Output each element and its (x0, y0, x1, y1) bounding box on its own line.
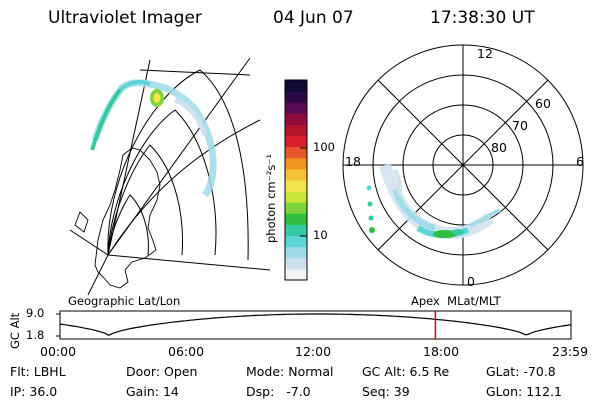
longitude-line (139, 69, 251, 76)
longitude-line (107, 59, 151, 256)
x-tick-label: 00:00 (40, 344, 77, 359)
observation-time: 17:38:30 UT (430, 8, 535, 28)
x-tick-label: 06:00 (168, 344, 205, 359)
x-tick-label: 18:00 (423, 344, 460, 359)
latitude-arc (107, 109, 217, 256)
colorbar-swatch (285, 102, 307, 114)
colorbar-swatch (285, 135, 307, 148)
mlt-label-midnight: 0 (467, 274, 475, 289)
status-mode: Mode: Normal (246, 364, 334, 379)
mlat-label: 60 (535, 96, 551, 111)
colorbar-swatch (285, 268, 307, 281)
coastline (94, 147, 161, 289)
y-tick-label: 1.8 (26, 328, 45, 342)
colorbar-swatch (285, 257, 307, 270)
colorbar-swatch (285, 235, 307, 248)
mlt-label-dawn: 6 (576, 154, 584, 169)
latitude-arc (107, 144, 183, 256)
colorbar-tick-label: 10 (313, 228, 328, 242)
colorbar-swatch (285, 91, 307, 103)
colorbar-swatch (285, 213, 307, 225)
colorbar-swatch (285, 202, 307, 214)
mlt-meridian (377, 79, 549, 251)
colorbar-frame (284, 79, 308, 281)
x-tick-label: 23:59 (552, 344, 589, 359)
status-dsp: Dsp: -7.0 (246, 384, 311, 399)
colorbar-swatch (285, 246, 307, 259)
coastline (74, 211, 89, 233)
auroral-emission-left (90, 79, 217, 198)
auroral-emission-right (366, 163, 501, 239)
longitude-line (69, 229, 109, 256)
mlat-label: 80 (491, 140, 507, 155)
colorbar-swatch (285, 113, 307, 125)
altitude-curve (59, 313, 572, 336)
mlat-label: 70 (512, 118, 528, 133)
instrument-title: Ultraviolet Imager (48, 8, 202, 28)
longitude-line (107, 57, 251, 256)
status-glat: GLat: -70.8 (486, 364, 556, 379)
colorbar-tick-label: 100 (313, 140, 335, 154)
mlt-label-noon: 12 (477, 46, 493, 61)
colorbar-swatch (285, 168, 307, 181)
altitude-plot-frame (59, 310, 572, 340)
longitude-line (107, 254, 271, 271)
colorbar-swatch (285, 157, 307, 170)
longitude-line (87, 254, 109, 295)
colorbar-swatch (285, 146, 307, 159)
status-gc-alt: GC Alt: 6.5 Re (362, 364, 450, 379)
y-tick-label: 9.0 (26, 306, 45, 320)
latitude-arc (107, 69, 249, 261)
status-seq: Seq: 39 (362, 384, 410, 399)
status-ip: IP: 36.0 (10, 384, 58, 399)
colorbar-swatch (285, 80, 307, 92)
colorbar-swatch (285, 124, 307, 137)
observation-date: 04 Jun 07 (273, 8, 354, 28)
x-tick-label: 12:00 (295, 344, 332, 359)
status-filter: Flt: LBHL (10, 364, 66, 379)
right-projection-label: Apex MLat/MLT (411, 294, 501, 308)
mlt-label-dusk: 18 (345, 154, 361, 169)
altitude-axis-label: GC Alt (8, 312, 22, 349)
status-glon: GLon: 112.1 (486, 384, 562, 399)
status-door: Door: Open (126, 364, 198, 379)
colorbar-swatch (285, 191, 307, 203)
status-gain: Gain: 14 (126, 384, 179, 399)
colorbar-swatches (285, 80, 307, 281)
left-projection-label: Geographic Lat/Lon (68, 294, 181, 308)
colorbar-swatch (285, 224, 307, 237)
colorbar-swatch (285, 180, 307, 192)
